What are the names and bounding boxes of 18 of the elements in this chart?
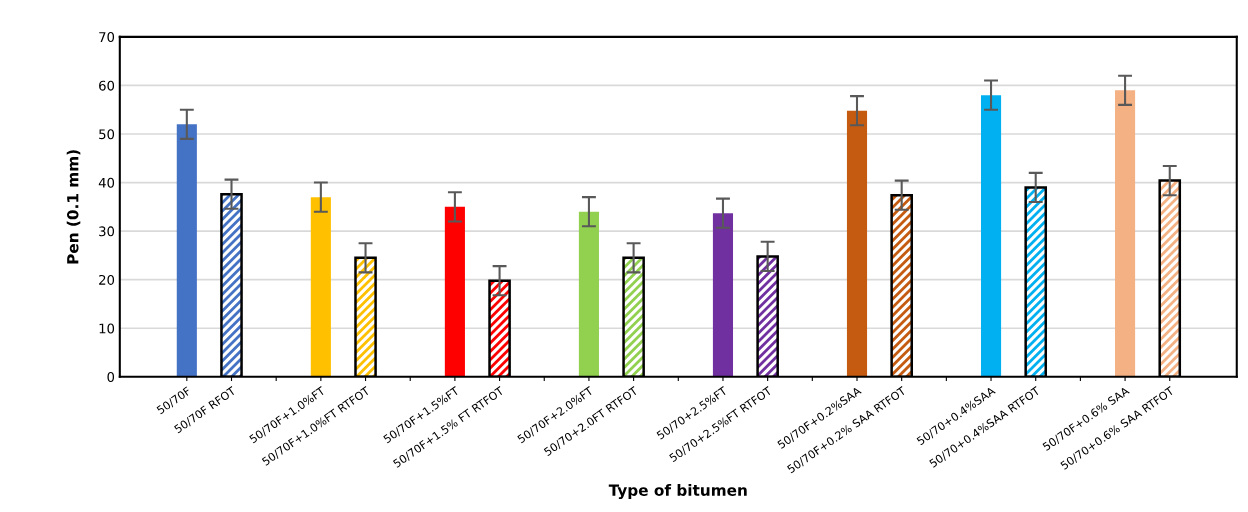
y-tick-label: 30 — [99, 226, 115, 237]
bar — [712, 213, 734, 377]
bar — [846, 110, 868, 377]
y-tick-label: 10 — [99, 323, 115, 334]
y-axis-title: Pen (0.1 mm) — [66, 150, 81, 264]
y-tick-label: 20 — [99, 274, 115, 285]
bar — [310, 197, 331, 377]
x-axis-title: Type of bitumen — [608, 484, 747, 500]
bar — [578, 211, 599, 377]
bar — [980, 95, 1002, 377]
y-tick-label: 60 — [99, 80, 115, 91]
y-tick-label: 0 — [107, 372, 115, 383]
bar — [176, 124, 197, 377]
bar — [444, 206, 465, 377]
y-tick-label: 50 — [99, 129, 115, 140]
y-tick-label: 70 — [99, 32, 115, 43]
y-tick-label: 40 — [98, 177, 115, 188]
bar — [1115, 90, 1136, 377]
